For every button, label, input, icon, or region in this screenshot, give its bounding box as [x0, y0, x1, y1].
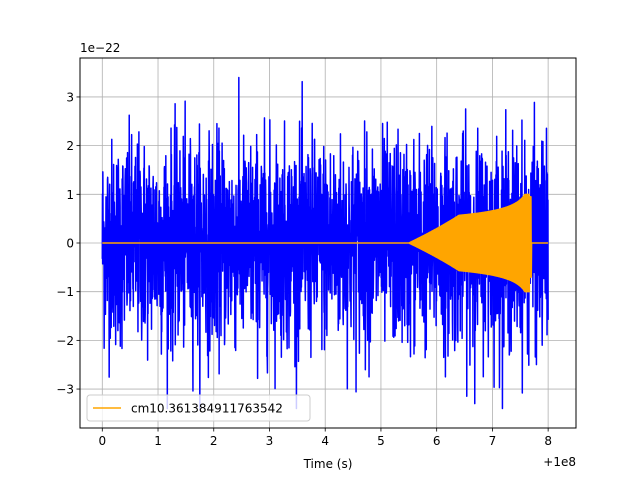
ticks: 0 1 2 3 4 5 6 7 8 −3 −2 −1 0 1 2 3	[56, 90, 552, 448]
y-tick-label-3: 0	[66, 237, 74, 251]
x-tick-label-5: 5	[377, 434, 385, 448]
x-offset-label: +1e8	[543, 455, 576, 469]
legend: cm10.361384911763542	[86, 394, 311, 422]
y-tick-label-1: −2	[56, 334, 74, 348]
x-tick-label-6: 6	[433, 434, 441, 448]
legend-label: cm10.361384911763542	[131, 402, 283, 416]
series-layer	[101, 76, 549, 410]
x-tick-label-0: 0	[98, 434, 106, 448]
x-tick-label-8: 8	[544, 434, 552, 448]
y-tick-label-0: −3	[56, 383, 74, 397]
y-tick-label-5: 2	[66, 139, 74, 153]
x-tick-label-3: 3	[266, 434, 274, 448]
y-tick-label-2: −1	[56, 285, 74, 299]
series-noise-line	[101, 76, 549, 410]
y-scale-label: 1e−22	[80, 41, 120, 55]
x-tick-label-2: 2	[210, 434, 218, 448]
y-tick-label-4: 1	[66, 188, 74, 202]
legend-box	[86, 394, 311, 422]
y-tick-label-6: 3	[66, 90, 74, 104]
series-chirp-line	[101, 193, 549, 293]
x-tick-label-4: 4	[321, 434, 329, 448]
x-axis-label: Time (s)	[303, 457, 353, 471]
x-tick-label-1: 1	[154, 434, 162, 448]
x-tick-label-7: 7	[489, 434, 497, 448]
